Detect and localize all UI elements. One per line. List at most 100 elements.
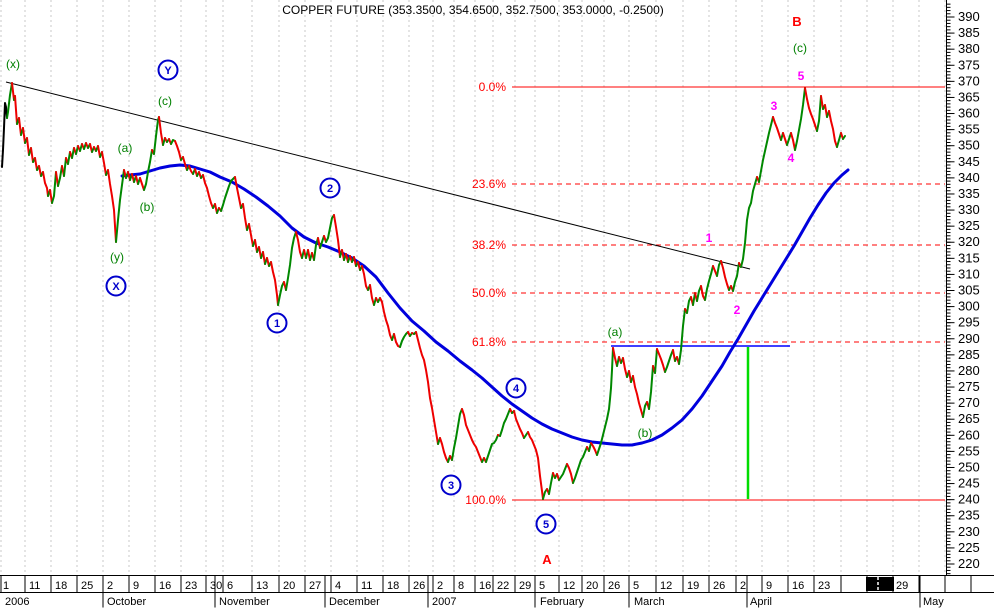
price-line-segment [596,347,614,456]
wave-label-X-116: X [112,281,120,293]
x-axis-day-label: 12 [563,580,575,592]
price-line-segment [820,95,824,110]
price-line-segment [566,463,574,484]
price-line-segment [139,177,145,191]
y-axis-label: 380 [958,41,980,56]
wave-label-1-709: 1 [706,231,713,245]
price-line-segment [202,174,214,209]
price-line-segment [182,156,188,171]
x-axis-day-label: 4 [335,580,341,592]
price-line-segment [612,347,618,367]
y-axis-label: 290 [958,331,980,346]
wave-label-5-801: 5 [798,69,805,83]
y-axis-label: 285 [958,347,980,362]
x-axis-day-label: 2 [107,580,113,592]
price-line-segment [333,214,341,258]
x-axis-day-label: 22 [497,580,509,592]
price-line-segment [786,132,792,146]
x-axis-day-label: 26 [413,580,425,592]
fib-label-0.0%: 0.0% [479,80,507,94]
price-line-segment [38,165,42,177]
y-axis-label: 255 [958,443,980,458]
wave-label-Y-168-circle [157,59,179,81]
x-axis-day-label: 1 [3,580,9,592]
x-axis-day-label: 18 [55,580,67,592]
x-axis-day-label: 26 [608,580,620,592]
x-axis-day-label: 27 [309,580,321,592]
wave-label-5-546-circle [535,513,557,535]
price-line-segment [672,349,676,362]
price-line-segment [14,95,18,125]
price-line-segment [772,116,782,141]
price-line-segment [254,239,258,253]
price-line-segment [11,82,15,101]
price-line-segment [720,260,730,291]
y-axis-label: 340 [958,170,980,185]
price-line-segment [415,331,439,445]
price-line-segment [6,82,13,119]
fib-label-38.2%: 38.2% [472,238,506,252]
wave-label-x-13: (x) [6,57,20,71]
price-line-segment [1,102,8,168]
y-axis-label: 345 [958,154,980,169]
price-line-segment [686,296,692,314]
price-line-segment [590,442,598,456]
price-line-segment [485,434,499,463]
x-axis-day-label: 5 [539,580,545,592]
price-line-segment [716,260,722,277]
price-line-segment [572,446,588,484]
y-axis-label: 225 [958,540,980,555]
price-line-segment [270,261,279,306]
fib-label-100.0%: 100.0% [465,493,506,507]
price-line-segment [143,149,153,191]
price-line-segment [656,348,666,373]
y-axis-label: 335 [958,186,980,201]
y-axis-label: 370 [958,73,980,88]
wave-label-a-125: (a) [118,141,133,155]
wave-label-c-165: (c) [158,94,172,108]
x-axis-month-label: May [923,596,944,608]
wave-label-5-546: 5 [543,519,549,531]
wave-label-4-516: 4 [513,383,520,395]
price-line-segment [26,137,30,156]
trendline [5,81,751,270]
y-axis-label: 275 [958,379,980,394]
wave-label-4-791: 4 [788,151,795,165]
price-line-segment [461,408,483,463]
price-line-segment [622,357,628,378]
y-axis-label: 300 [958,299,980,314]
x-axis-day-label: 19 [687,580,699,592]
cursor-box[interactable] [866,577,894,591]
price-line-segment [642,401,648,418]
x-axis-month-label: 2007 [432,596,456,608]
price-line-segment [790,132,796,151]
y-axis-label: 230 [958,524,980,539]
price-line-segment [842,135,846,140]
price-line-segment [399,331,409,348]
x-axis-day-label: 29 [896,580,908,592]
price-line-segment [34,157,38,171]
x-axis-day-label: 18 [387,580,399,592]
x-axis-day-label: 23 [185,580,197,592]
price-line-segment [57,165,63,187]
price-line-segment [248,223,254,247]
fib-label-50.0%: 50.0% [472,286,506,300]
x-axis-day-label: 20 [586,580,598,592]
fib-label-61.8%: 61.8% [472,335,506,349]
x-axis-day-label: 16 [159,580,171,592]
price-line-segment [379,297,393,341]
price-line-segment [277,281,285,306]
x-axis-day-label: 9 [766,580,772,592]
wave-label-2-330-circle [319,177,341,199]
price-line-segment [782,132,788,146]
x-axis-day-label: 26 [713,580,725,592]
y-axis-label: 385 [958,25,980,40]
x-axis-day-label: 2 [740,580,746,592]
y-axis-label: 240 [958,492,980,507]
price-line-segment [758,116,774,183]
price-line-segment [51,171,57,204]
price-line-segment [816,95,822,132]
x-axis-day-label: 9 [133,580,139,592]
